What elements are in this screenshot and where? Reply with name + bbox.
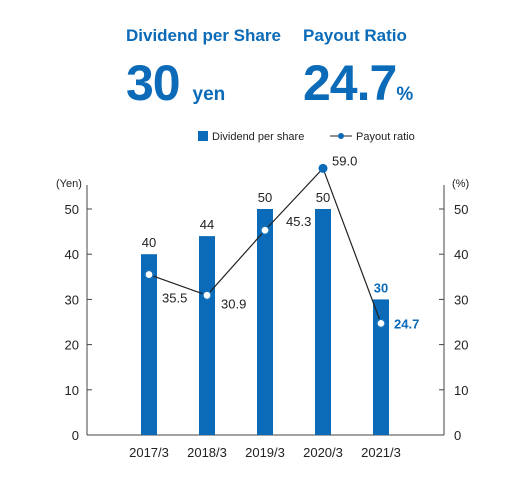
line-marker-ring [376,318,386,328]
bar-value-label: 44 [200,217,214,232]
line-series [144,163,386,328]
y-axis-right-label: (%) [452,178,469,190]
legend-line-label: Payout ratio [356,131,415,143]
dividend-kpi-value: 30 [126,55,181,111]
payout-kpi: Payout Ratio 24.7% [303,26,413,108]
y-left-tick-label: 0 [72,428,79,443]
line-marker-ring [202,290,212,300]
bar [373,299,389,435]
line-value-label: 24.7 [394,316,419,331]
payout-kpi-label: Payout Ratio [303,26,407,45]
payout-kpi-value-row: 24.7% [303,58,413,108]
bar-series [141,209,389,435]
line-marker-ring [260,225,270,235]
y-left-tick-label: 10 [65,383,79,398]
y-right-tick-label: 40 [454,247,468,262]
y-right-tick-label: 50 [454,202,468,217]
payout-kpi-value: 24.7 [303,55,397,111]
y-left-tick-label: 20 [65,338,79,353]
x-tick-label: 2021/3 [361,445,401,460]
x-tick-label: 2020/3 [303,445,343,460]
dividend-kpi-value-row: 30 yen [126,58,281,108]
bar [257,209,273,435]
dividend-kpi-unit: yen [192,84,226,105]
y-right-tick-label: 30 [454,292,468,307]
bar-value-label: 30 [374,280,388,295]
x-tick-label: 2018/3 [187,445,227,460]
line-value-label: 30.9 [221,296,246,311]
bar-value-label: 50 [258,190,272,205]
line-value-label: 35.5 [162,291,187,306]
bar-value-label: 40 [142,235,156,250]
data-labels: 40 44 50 50 30 35.5 30.9 45.3 59.0 24.7 [142,153,420,331]
line-value-label: 45.3 [286,214,311,229]
y-left-tick-label: 50 [65,202,79,217]
line-marker [318,163,328,173]
line-marker-ring [144,269,154,280]
chart-legend: Dividend per share Payout ratio [198,131,415,143]
bar [141,254,157,435]
bar [315,209,331,435]
x-tick-label: 2017/3 [129,445,169,460]
y-right-tick-label: 10 [454,383,468,398]
y-left-tick-label: 40 [65,247,79,262]
x-tick-label: 2019/3 [245,445,285,460]
y-right-tick-label: 20 [454,338,468,353]
legend-line-marker [338,133,344,139]
y-axis-left-label: (Yen) [56,178,82,190]
dividend-kpi-label: Dividend per Share [126,26,281,45]
dividend-kpi: Dividend per Share 30 yen [126,26,281,108]
legend-bar-label: Dividend per share [212,131,304,143]
bar-value-label: 50 [316,190,330,205]
legend-bar-swatch [198,131,208,141]
line-value-label: 59.0 [332,153,357,168]
y-left-tick-label: 30 [65,292,79,307]
payout-kpi-unit: % [396,84,414,105]
bar [199,236,215,435]
y-right-tick-label: 0 [454,428,461,443]
